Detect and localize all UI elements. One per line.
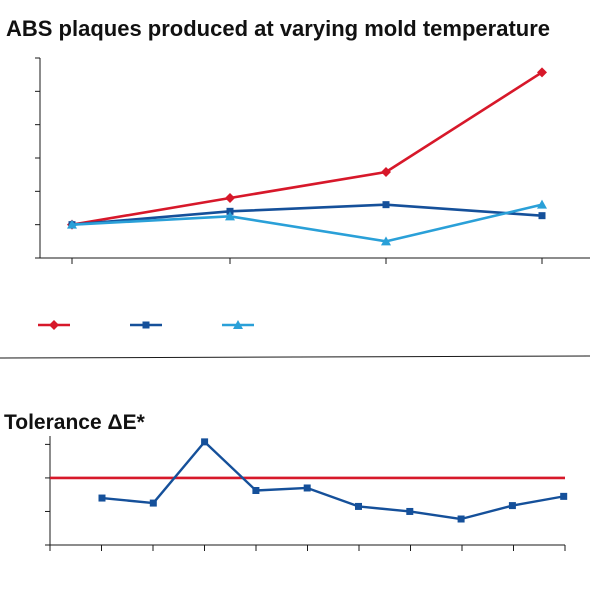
tolerance-point bbox=[149, 499, 157, 507]
tolerance-point bbox=[98, 494, 106, 502]
tolerance-series-line bbox=[101, 440, 564, 521]
top-series-2-point bbox=[225, 211, 235, 221]
top-series-1-point bbox=[382, 201, 390, 209]
top-series-2-point bbox=[381, 236, 391, 246]
top-chart-axes bbox=[39, 58, 590, 259]
bottom-y-ticks bbox=[45, 443, 50, 546]
tolerance-point bbox=[406, 507, 414, 515]
top-series-0-point bbox=[225, 193, 235, 203]
legend-swatch-marker bbox=[142, 321, 150, 329]
tolerance-point bbox=[508, 502, 516, 510]
top-series-line-0 bbox=[71, 71, 543, 226]
tolerance-point bbox=[560, 492, 568, 500]
top-y-ticks bbox=[35, 57, 40, 259]
tolerance-point bbox=[355, 502, 362, 510]
bottom-series-group bbox=[98, 438, 568, 523]
top-series-2-point bbox=[67, 219, 77, 229]
tolerance-point bbox=[457, 515, 465, 523]
top-x-ticks bbox=[71, 258, 543, 264]
section-separator bbox=[0, 355, 590, 359]
tolerance-title: Tolerance ΔE* bbox=[4, 411, 146, 434]
top-series-1-point bbox=[538, 212, 546, 220]
tolerance-point bbox=[201, 438, 209, 446]
top-series-2-point bbox=[537, 199, 547, 209]
top-series-line-2 bbox=[71, 203, 543, 243]
bottom-x-ticks bbox=[49, 545, 566, 551]
legend-swatch-marker bbox=[233, 320, 243, 329]
legend-swatch-marker bbox=[49, 320, 59, 330]
tolerance-point bbox=[303, 484, 311, 492]
tolerance-point bbox=[252, 487, 260, 494]
top-series-line-1 bbox=[71, 203, 543, 226]
top-series-0-point bbox=[537, 67, 547, 78]
legend bbox=[38, 320, 254, 330]
chart-title: ABS plaques produced at varying mold tem… bbox=[6, 16, 550, 41]
top-series-group bbox=[67, 67, 547, 246]
top-series-0-point bbox=[381, 167, 391, 177]
